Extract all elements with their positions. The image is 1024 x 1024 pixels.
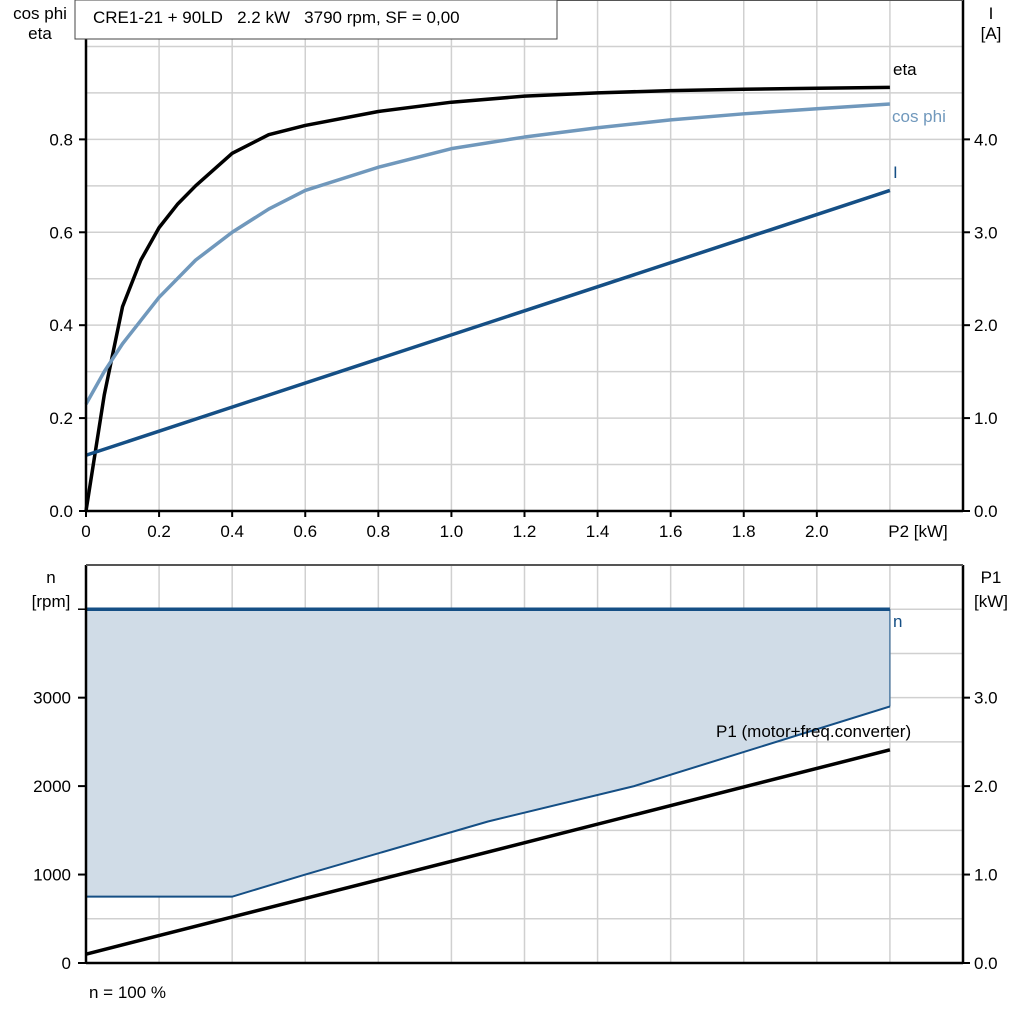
title-box xyxy=(74,0,558,40)
min-speed-line xyxy=(86,705,891,898)
top-grid xyxy=(86,0,964,511)
n-tick-label: 2000 xyxy=(33,777,71,796)
y-left-tick-label: 0.8 xyxy=(49,130,73,149)
y-right-tick-label: 3.0 xyxy=(974,223,998,242)
axes: 0 0.2 0.4 0.6 0.8 1.0 1.2 1.4 1.6 1.8 2.0 0.0 0.2 0.4… xyxy=(33,0,998,973)
n-tick-label: 1000 xyxy=(33,866,71,885)
series-label-n: n xyxy=(893,612,902,631)
y-left-tick-label: 0.0 xyxy=(49,502,73,521)
operating-range-area xyxy=(86,609,890,897)
p1-label-1: P1 xyxy=(981,568,1002,587)
x-tick-label: 1.6 xyxy=(659,522,683,541)
series-eta-line xyxy=(84,85,890,512)
n-label-2: [rpm] xyxy=(32,592,71,611)
x-axis-label: P2 [kW] xyxy=(888,522,948,541)
n-label-1: n xyxy=(46,568,55,587)
y-left-tick-label: 0.6 xyxy=(49,223,73,242)
series-cos-phi-line xyxy=(84,102,891,406)
x-tick-label: 1.4 xyxy=(586,522,610,541)
y-left-tick-label: 0.4 xyxy=(49,316,73,335)
y-right-tick-label: 4.0 xyxy=(974,130,998,149)
x-tick-label: 0.6 xyxy=(293,522,317,541)
series-p1-line xyxy=(85,748,891,956)
y-left-tick-label: 0.2 xyxy=(49,409,73,428)
y-right-label-1: I xyxy=(989,4,994,23)
chart-marks xyxy=(84,85,891,956)
p1-tick-label: 1.0 xyxy=(974,866,998,885)
x-tick-label: 0 xyxy=(81,522,90,541)
speed-footer: n = 100 % xyxy=(89,983,166,1002)
labels: CRE1-21 + 90LD 2.2 kW 3790 rpm, SF = 0,0… xyxy=(13,0,1008,1002)
p1-label-2: [kW] xyxy=(974,592,1008,611)
n-tick-label: 3000 xyxy=(33,689,71,708)
series-label-cosphi: cos phi xyxy=(892,107,946,126)
x-tick-label: 0.8 xyxy=(367,522,391,541)
series-label-eta: eta xyxy=(893,60,917,79)
y-left-label-1: cos phi xyxy=(13,4,67,23)
x-tick-label: 0.4 xyxy=(220,522,244,541)
series-label-i: I xyxy=(893,163,898,182)
x-tick-label: 2.0 xyxy=(805,522,829,541)
x-tick-label: 1.2 xyxy=(513,522,537,541)
series-label-p1: P1 (motor+freq.converter) xyxy=(716,722,911,741)
p1-tick-label: 2.0 xyxy=(974,777,998,796)
y-right-tick-label: 0.0 xyxy=(974,502,998,521)
chart-title: CRE1-21 + 90LD 2.2 kW 3790 rpm, SF = 0,0… xyxy=(93,8,460,27)
y-right-tick-label: 2.0 xyxy=(974,316,998,335)
x-tick-label: 1.0 xyxy=(440,522,464,541)
p1-tick-label: 3.0 xyxy=(974,689,998,708)
y-left-label-2: eta xyxy=(28,24,52,43)
p1-tick-label: 0.0 xyxy=(974,954,998,973)
y-right-label-2: [A] xyxy=(981,24,1002,43)
x-tick-label: 1.8 xyxy=(732,522,756,541)
y-right-tick-label: 1.0 xyxy=(974,409,998,428)
series-i-line xyxy=(85,188,891,457)
x-tick-label: 0.2 xyxy=(147,522,171,541)
n-tick-label: 0 xyxy=(62,954,71,973)
